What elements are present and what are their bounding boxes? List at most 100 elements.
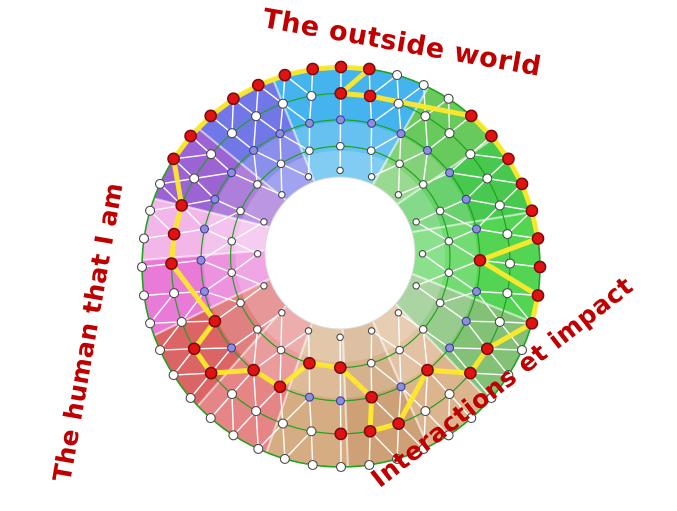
mesh-line: [470, 153, 509, 160]
mesh-line: [371, 103, 400, 124]
purple-node: [461, 194, 471, 204]
red-node: [333, 361, 347, 374]
red-node: [365, 390, 378, 404]
mesh-line: [448, 393, 472, 419]
white-node: [169, 288, 180, 299]
white-node: [304, 173, 313, 181]
white-node: [412, 282, 420, 290]
mesh-line: [439, 198, 467, 212]
white-node: [494, 316, 505, 327]
sector-divider: [153, 197, 270, 229]
mesh-line: [149, 292, 175, 324]
white-node: [253, 325, 262, 334]
sector-divider: [197, 305, 287, 407]
white-node: [253, 443, 264, 454]
red-node: [278, 68, 292, 82]
white-node: [366, 358, 376, 368]
white-node: [502, 288, 513, 299]
white-node: [251, 406, 262, 417]
purple-node: [199, 224, 210, 234]
mesh-line: [204, 210, 241, 230]
mesh-line: [204, 228, 232, 242]
white-node: [435, 298, 445, 308]
mesh-line: [231, 394, 235, 436]
red-node: [531, 232, 545, 245]
mesh-line: [423, 411, 427, 449]
mesh-line: [257, 183, 283, 196]
mesh-line: [476, 290, 508, 294]
mesh-line: [282, 103, 310, 124]
purple-node: [335, 396, 346, 406]
purple-node: [445, 168, 455, 178]
white-node: [138, 233, 150, 244]
white-node: [236, 206, 245, 216]
red-node: [334, 87, 348, 100]
white-node: [205, 413, 216, 424]
purple-node: [471, 286, 482, 297]
white-node: [466, 413, 477, 424]
mesh-line: [282, 423, 286, 459]
mesh-line: [280, 163, 309, 178]
mesh-line: [252, 329, 259, 371]
purple-node: [422, 145, 433, 155]
white-node: [418, 80, 429, 91]
mesh-line: [370, 362, 402, 388]
white-node: [394, 309, 403, 317]
mesh-line: [231, 328, 258, 349]
mesh-line: [282, 396, 310, 425]
mesh-line: [369, 430, 398, 460]
purple-node: [304, 392, 315, 402]
mesh-line: [310, 431, 314, 466]
purple-node: [199, 286, 210, 297]
red-node: [480, 342, 494, 356]
white-node: [276, 159, 286, 169]
mesh-line: [415, 272, 450, 287]
mesh-line: [231, 253, 259, 274]
white-node: [435, 206, 445, 216]
white-node: [412, 218, 420, 226]
white-node: [395, 345, 404, 355]
purple-node: [367, 118, 377, 128]
white-node: [251, 111, 262, 122]
red-node: [204, 109, 218, 123]
white-node: [444, 389, 455, 400]
red-node: [531, 289, 545, 302]
white-node: [227, 236, 237, 246]
white-node: [418, 443, 429, 454]
mesh-line: [423, 85, 427, 117]
mesh-line: [424, 116, 429, 151]
red-node: [306, 62, 320, 76]
white-node: [392, 70, 403, 81]
sector-divider: [265, 323, 313, 453]
white-node: [482, 173, 493, 184]
red-node: [533, 260, 547, 274]
white-node: [335, 461, 347, 473]
mesh-line: [257, 312, 283, 330]
white-node: [277, 98, 288, 109]
white-node: [154, 178, 166, 189]
mesh-line: [231, 272, 265, 287]
mesh-line: [200, 240, 233, 261]
mesh-line: [398, 312, 424, 330]
white-node: [367, 173, 376, 181]
white-node: [335, 141, 345, 151]
mesh-line: [422, 329, 429, 371]
mesh-line: [214, 198, 241, 212]
mesh-line: [371, 163, 400, 178]
white-node: [228, 430, 239, 441]
hole-edge: [264, 176, 416, 330]
white-node: [226, 128, 238, 139]
mesh-line: [466, 320, 500, 323]
red-node: [363, 424, 377, 438]
purple-node: [226, 168, 237, 178]
purple-node: [396, 382, 406, 392]
sector-divider: [153, 278, 271, 337]
mesh-line: [210, 393, 233, 419]
red-node: [204, 366, 218, 380]
mesh-line: [231, 221, 265, 242]
mesh-line: [397, 312, 401, 351]
white-node: [168, 370, 179, 381]
mesh-line: [415, 210, 441, 223]
sector-red-light: [197, 305, 312, 453]
